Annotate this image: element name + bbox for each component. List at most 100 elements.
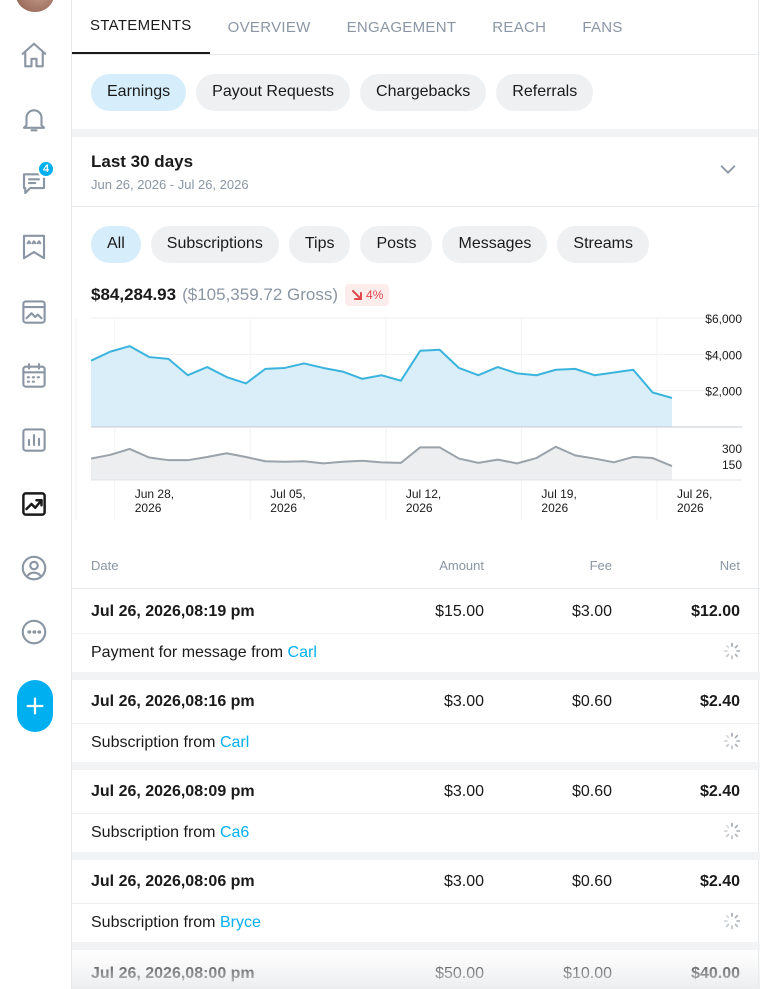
subtab-payout-requests[interactable]: Payout Requests (196, 73, 351, 111)
txn-date: Jul 26, 2026,08:09 pm (91, 782, 255, 800)
earnings-chart: $6,000 $4,000 $2,000 300 150 Jun 28, 2026 Jul 0… (72, 310, 760, 530)
trending-icon[interactable] (15, 485, 53, 523)
earnings-summary: $84,284.93 ($105,359.72 Gross) 4% (72, 281, 758, 309)
subtab-earnings[interactable]: Earnings (91, 73, 187, 111)
x-tick-label-year: 2026 (541, 501, 568, 515)
txn-description: Subscription from Ca6 (91, 824, 250, 841)
txn-fee: $0.60 (571, 872, 612, 890)
txn-net: $2.40 (699, 782, 740, 800)
x-tick-label: Jun 28, (135, 487, 174, 501)
earnings-filters: All Subscriptions Tips Posts Messages St… (72, 207, 758, 281)
txn-fee: $10.00 (563, 965, 612, 982)
txn-amount: $50.00 (435, 965, 484, 982)
txn-user-link[interactable]: Carl (287, 644, 317, 661)
filter-posts[interactable]: Posts (360, 225, 433, 263)
txn-date: Jul 26, 2026,08:19 pm (91, 602, 255, 620)
transaction-row[interactable]: Jul 26, 2026,08:00 pm $50.00 $10.00 $40.… (72, 952, 760, 989)
statement-subtabs: Earnings Payout Requests Chargebacks Ref… (72, 55, 758, 137)
transaction-row[interactable]: Jul 26, 2026,08:19 pm $15.00 $3.00 $12.0… (72, 590, 760, 680)
more-icon[interactable] (15, 613, 53, 651)
txn-amount: $3.00 (443, 782, 484, 800)
y-tick-label: $6,000 (705, 312, 742, 326)
table-header: Date Amount Fee Net (72, 543, 760, 589)
sidebar: 4 (0, 0, 70, 989)
header-net[interactable]: Net (719, 558, 740, 573)
txn-description: Payment for message from Carl (91, 644, 317, 661)
image-icon[interactable] (15, 293, 53, 331)
transaction-row[interactable]: Jul 26, 2026,08:16 pm $3.00 $0.60 $2.40 … (72, 680, 760, 770)
chat-icon[interactable]: 4 (15, 160, 55, 202)
arrow-down-right-icon (352, 290, 363, 300)
period-range: Jun 26, 2026 - Jul 26, 2026 (91, 176, 249, 192)
profile-icon[interactable] (15, 549, 53, 587)
bookmark-stars-icon[interactable] (15, 228, 53, 266)
txn-date: Jul 26, 2026,08:06 pm (91, 872, 255, 890)
pending-spinner-icon (723, 642, 741, 665)
earnings-line (90, 345, 673, 399)
period-title: Last 30 days (91, 151, 194, 171)
plus-icon (26, 697, 44, 715)
calendar-icon[interactable] (15, 357, 53, 395)
txn-user-link[interactable]: Carl (219, 734, 250, 751)
header-fee[interactable]: Fee (589, 558, 612, 573)
count-line (90, 445, 673, 467)
transaction-row[interactable]: Jul 26, 2026,08:06 pm $3.00 $0.60 $2.40 … (72, 860, 760, 950)
new-post-button[interactable] (17, 680, 53, 732)
y-tick-label: $2,000 (705, 385, 742, 399)
filter-all[interactable]: All (91, 225, 141, 263)
tab-reach[interactable]: REACH (492, 19, 547, 36)
notifications-badge: 4 (37, 160, 55, 178)
change-badge: 4% (345, 284, 390, 306)
count-area (91, 446, 672, 480)
txn-description: Subscription from Carl (91, 734, 250, 751)
txn-date: Jul 26, 2026,08:00 pm (91, 965, 255, 982)
txn-fee: $3.00 (571, 602, 612, 620)
tab-fans[interactable]: FANS (582, 19, 623, 36)
main-panel: STATEMENTS OVERVIEW ENGAGEMENT REACH FAN… (71, 0, 760, 989)
txn-fee: $0.60 (571, 782, 612, 800)
home-icon[interactable] (15, 36, 53, 74)
txn-user-link[interactable]: Ca6 (219, 824, 250, 841)
txn-net: $12.00 (691, 602, 740, 620)
txn-description: Subscription from Bryce (91, 914, 261, 931)
txn-fee: $0.60 (571, 692, 612, 710)
y-tick-label-secondary: 300 (722, 442, 742, 456)
avatar[interactable] (16, 0, 54, 12)
pending-spinner-icon (723, 732, 741, 755)
earnings-area (91, 346, 672, 427)
tab-statements[interactable]: STATEMENTS (72, 0, 210, 54)
x-tick-label-year: 2026 (406, 501, 433, 515)
filter-subscriptions[interactable]: Subscriptions (150, 225, 279, 263)
chevron-down-icon[interactable] (717, 158, 739, 185)
tab-overview[interactable]: OVERVIEW (227, 19, 311, 36)
filter-tips[interactable]: Tips (288, 225, 351, 263)
change-value: 4% (366, 288, 384, 302)
pending-spinner-icon (723, 912, 741, 935)
subtab-chargebacks[interactable]: Chargebacks (360, 73, 487, 111)
header-amount[interactable]: Amount (439, 558, 484, 573)
subtab-referrals[interactable]: Referrals (496, 73, 594, 111)
txn-amount: $3.00 (443, 872, 484, 890)
x-tick-label-year: 2026 (270, 501, 297, 515)
txn-user-link[interactable]: Bryce (219, 914, 261, 931)
statistics-tabs: STATEMENTS OVERVIEW ENGAGEMENT REACH FAN… (72, 0, 758, 55)
txn-amount: $3.00 (443, 692, 484, 710)
bar-chart-icon[interactable] (15, 421, 53, 459)
txn-net: $40.00 (691, 965, 740, 982)
net-total: $84,284.93 (91, 285, 177, 304)
txn-net: $2.40 (699, 692, 740, 710)
txn-date: Jul 26, 2026,08:16 pm (91, 692, 255, 710)
x-tick-label: Jul 19, (541, 487, 576, 501)
pending-spinner-icon (723, 822, 741, 845)
filter-streams[interactable]: Streams (557, 225, 649, 263)
tab-engagement[interactable]: ENGAGEMENT (346, 19, 457, 36)
bell-icon[interactable] (15, 100, 53, 138)
x-tick-label: Jul 05, (270, 487, 305, 501)
header-date[interactable]: Date (91, 558, 119, 573)
period-selector[interactable]: Last 30 days Jun 26, 2026 - Jul 26, 2026 (72, 137, 758, 207)
transaction-row[interactable]: Jul 26, 2026,08:09 pm $3.00 $0.60 $2.40 … (72, 770, 760, 860)
filter-messages[interactable]: Messages (442, 225, 548, 263)
x-tick-label: Jul 26, (677, 487, 712, 501)
x-tick-label-year: 2026 (135, 501, 162, 515)
x-tick-label-year: 2026 (677, 501, 704, 515)
